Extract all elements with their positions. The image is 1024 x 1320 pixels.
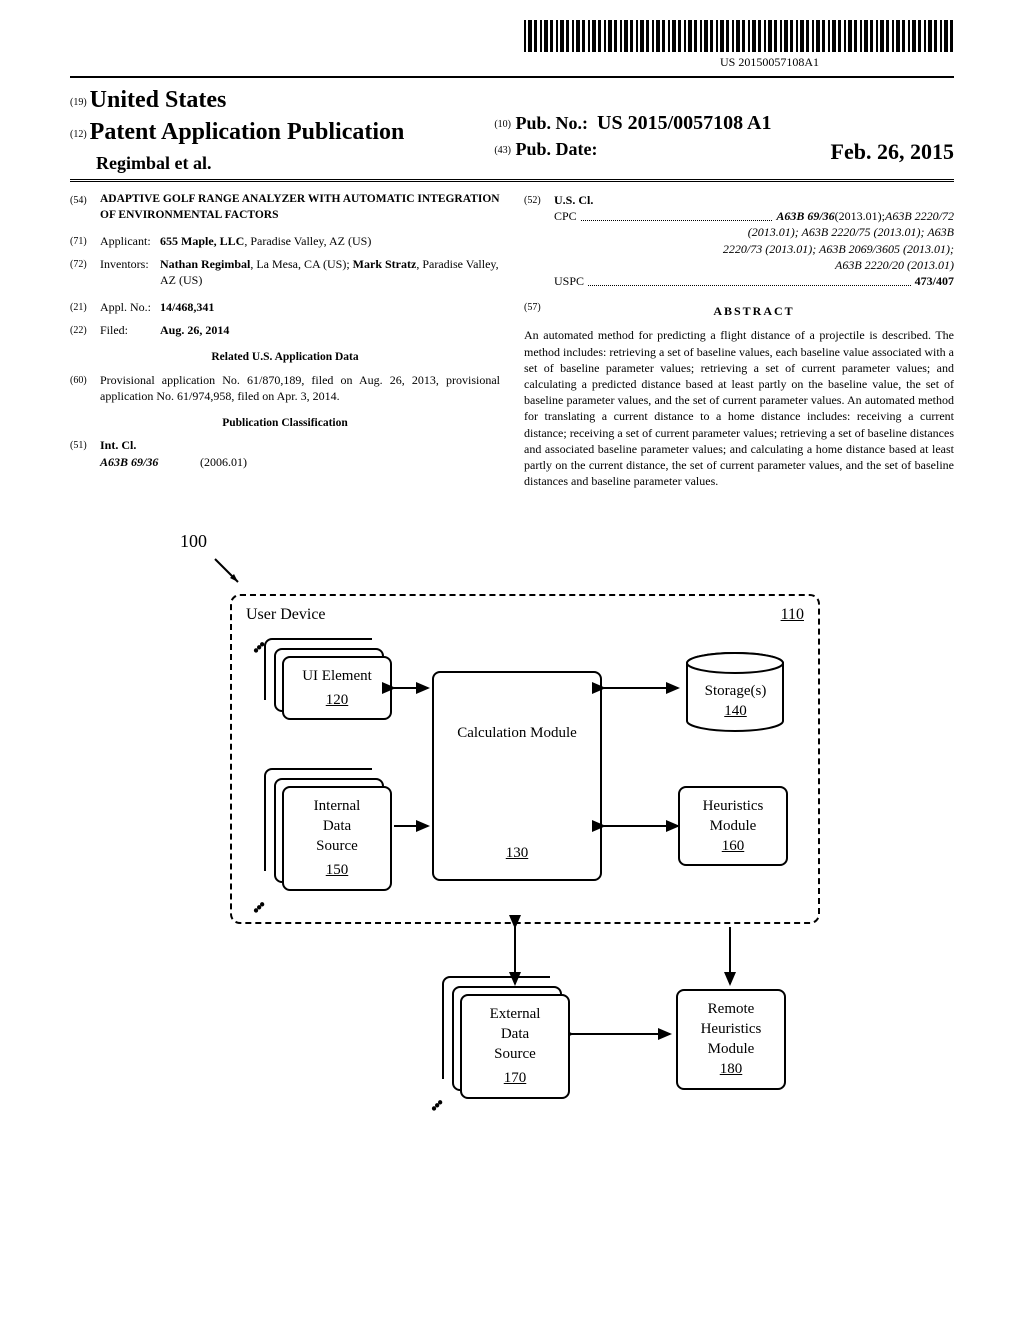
f57-num: (57)	[524, 299, 554, 327]
country-num: (19)	[70, 97, 87, 108]
right-column: (52) U.S. Cl. CPC A63B 69/36 (2013.01); …	[524, 192, 954, 489]
f21-val: 14/468,341	[160, 299, 500, 315]
body-columns: (54) ADAPTIVE GOLF RANGE ANALYZER WITH A…	[70, 192, 954, 489]
box-ui-element: UI Element 120	[282, 656, 392, 721]
remote-heuristics-label: Remote Heuristics Module	[701, 1001, 762, 1058]
box-calc-module: Calculation Module 130	[432, 671, 602, 881]
num-170: 170	[472, 1068, 558, 1088]
f54-num: (54)	[70, 192, 100, 223]
box-heuristics: Heuristics Module 160	[678, 786, 788, 867]
uspc-label: USPC	[554, 273, 584, 289]
pub-no-label: Pub. No.:	[515, 113, 588, 133]
f51-ver: (2006.01)	[200, 454, 247, 470]
f72-label: Inventors:	[100, 256, 160, 288]
left-column: (54) ADAPTIVE GOLF RANGE ANALYZER WITH A…	[70, 192, 500, 489]
f54-title: ADAPTIVE GOLF RANGE ANALYZER WITH AUTOMA…	[100, 192, 500, 223]
heuristics-label: Heuristics Module	[703, 798, 764, 834]
country: United States	[90, 87, 227, 113]
calc-module-label: Calculation Module	[434, 723, 600, 743]
related-head: Related U.S. Application Data	[70, 350, 500, 366]
header-block: (19) United States (12) Patent Applicati…	[70, 84, 954, 175]
pub-no-val: US 2015/0057108 A1	[597, 112, 771, 134]
f60-body: Provisional application No. 61/870,189, …	[100, 372, 500, 404]
pub-date-val: Feb. 26, 2015	[831, 137, 954, 167]
num-110: 110	[781, 604, 804, 626]
f72-num: (72)	[70, 256, 100, 288]
barcode	[524, 20, 954, 52]
f71-label: Applicant:	[100, 233, 160, 249]
f51-code: A63B 69/36	[100, 454, 200, 470]
storage-label: Storage(s)	[705, 683, 767, 699]
external-data-label: External Data Source	[490, 1006, 541, 1063]
class-head: Publication Classification	[70, 416, 500, 432]
fig-arrow-icon	[210, 554, 250, 594]
box-storage: Storage(s) 140	[683, 651, 788, 736]
pub-date-label: Pub. Date:	[515, 139, 597, 159]
rule-1	[70, 76, 954, 78]
box-remote-heuristics: Remote Heuristics Module 180	[676, 989, 786, 1090]
figure: 100 User Device 110 UI Element120 ••• Ca…	[70, 529, 954, 1153]
pub-date-num: (43)	[494, 145, 511, 156]
ui-element-label: UI Element	[302, 668, 372, 684]
num-140: 140	[724, 703, 747, 719]
abstract-body: An automated method for predicting a fli…	[524, 327, 954, 489]
f22-num: (22)	[70, 322, 100, 338]
top-bar: US 20150057108A1	[70, 20, 954, 70]
num-120: 120	[294, 690, 380, 710]
f72-inv1: Nathan Regimbal	[160, 257, 250, 271]
abstract-head: ABSTRACT	[554, 303, 954, 319]
diagram: User Device 110 UI Element120 ••• Calcul…	[230, 594, 870, 1154]
box-internal-data: Internal Data Source 150	[282, 786, 392, 891]
f22-val: Aug. 26, 2014	[160, 322, 500, 338]
dashed-box: User Device 110 UI Element120 ••• Calcul…	[230, 594, 820, 924]
pub-no-num: (10)	[494, 119, 511, 130]
f21-num: (21)	[70, 299, 100, 315]
user-device-label: User Device	[246, 604, 326, 626]
rule-double	[70, 179, 954, 182]
num-160: 160	[722, 838, 745, 854]
f51-label: Int. Cl.	[100, 437, 500, 453]
box-external-data: External Data Source 170	[460, 994, 570, 1099]
f60-num: (60)	[70, 372, 100, 404]
f52-label: U.S. Cl.	[554, 192, 954, 208]
f72-loc1: , La Mesa, CA (US);	[250, 257, 349, 271]
f71-loc: , Paradise Valley, AZ (US)	[244, 234, 371, 248]
type-num: (12)	[70, 129, 87, 140]
f21-label: Appl. No.:	[100, 299, 160, 315]
cpc-main-ver: (2013.01);	[835, 208, 885, 224]
f71-num: (71)	[70, 233, 100, 249]
fig-num-100: 100	[180, 529, 954, 553]
authors: Regimbal et al.	[96, 153, 211, 173]
num-180: 180	[720, 1061, 743, 1077]
pub-type: Patent Application Publication	[90, 119, 405, 145]
f52-num: (52)	[524, 192, 554, 289]
uspc-val: 473/407	[915, 273, 954, 289]
internal-data-label: Internal Data Source	[314, 798, 361, 855]
num-130: 130	[506, 845, 529, 861]
cpc-main: A63B 69/36	[776, 208, 834, 224]
f72-inv2: Mark Stratz	[353, 257, 417, 271]
f22-label: Filed:	[100, 322, 160, 338]
barcode-text: US 20150057108A1	[720, 54, 819, 70]
f71-body: 655 Maple, LLC	[160, 234, 244, 248]
cpc-label: CPC	[554, 208, 577, 224]
f51-num: (51)	[70, 437, 100, 469]
num-150: 150	[294, 860, 380, 880]
